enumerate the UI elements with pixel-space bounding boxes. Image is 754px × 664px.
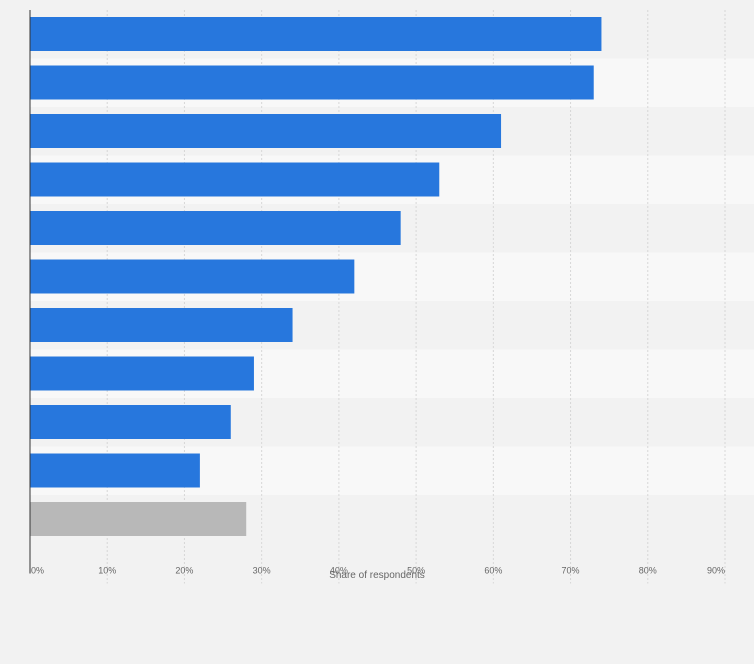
- bar[interactable]: [30, 162, 440, 197]
- bar[interactable]: [30, 259, 355, 294]
- x-tick-labels: 0% 10% 20% 30% 40% 50% 60% 70% 80% 90%: [31, 566, 725, 576]
- bar[interactable]: [30, 356, 254, 391]
- x-tick-label: 20%: [175, 566, 193, 576]
- bar-other[interactable]: [30, 502, 247, 536]
- x-tick-label: 80%: [639, 566, 657, 576]
- bar[interactable]: [30, 405, 231, 439]
- bar[interactable]: [30, 211, 401, 245]
- x-tick-label: 10%: [98, 566, 116, 576]
- bars: [30, 17, 602, 536]
- x-tick-label: 0%: [31, 566, 44, 576]
- bar[interactable]: [30, 453, 200, 488]
- x-axis-label: Share of respondents: [329, 570, 425, 581]
- bar[interactable]: [30, 17, 602, 51]
- bar[interactable]: [30, 114, 502, 148]
- x-tick-label: 60%: [484, 566, 502, 576]
- x-tick-label: 30%: [253, 566, 271, 576]
- bar[interactable]: [30, 65, 594, 100]
- bar[interactable]: [30, 308, 293, 342]
- x-tick-label: 90%: [707, 566, 725, 576]
- x-tick-label: 70%: [562, 566, 580, 576]
- x-tick-label: 50%: [407, 566, 425, 576]
- gridlines: [106, 10, 726, 584]
- x-tick-label: 40%: [330, 566, 348, 576]
